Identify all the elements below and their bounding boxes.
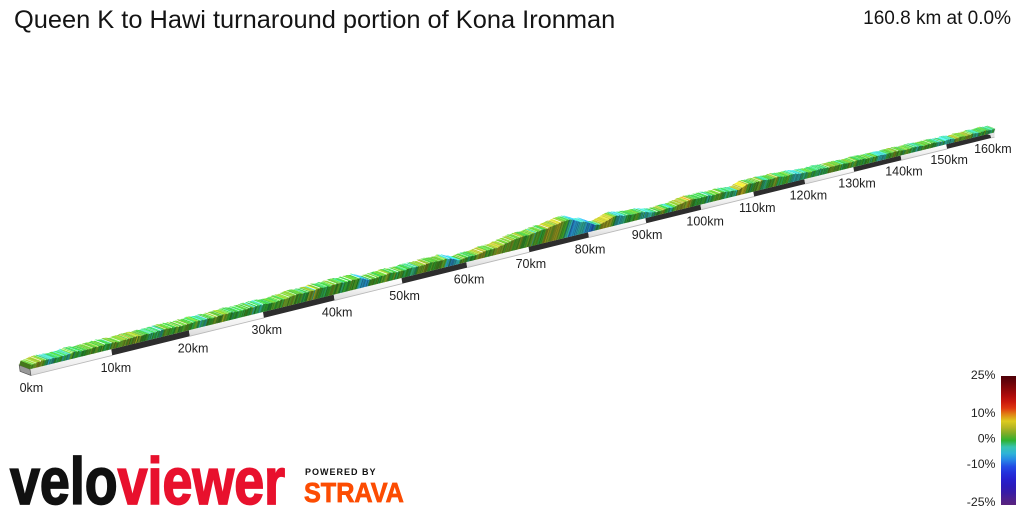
- svg-text:10%: 10%: [971, 406, 996, 420]
- svg-text:-10%: -10%: [967, 457, 996, 471]
- svg-text:110km: 110km: [739, 201, 776, 215]
- svg-text:0km: 0km: [20, 381, 44, 395]
- svg-text:130km: 130km: [838, 176, 876, 190]
- svg-text:60km: 60km: [454, 273, 485, 287]
- svg-text:100km: 100km: [686, 214, 724, 228]
- svg-text:140km: 140km: [885, 165, 923, 179]
- svg-text:40km: 40km: [322, 306, 353, 320]
- svg-text:20km: 20km: [178, 342, 209, 356]
- svg-text:160km: 160km: [974, 142, 1012, 156]
- svg-text:30km: 30km: [252, 323, 283, 337]
- svg-text:-25%: -25%: [967, 495, 996, 509]
- svg-text:150km: 150km: [930, 153, 968, 167]
- svg-text:70km: 70km: [516, 257, 547, 271]
- svg-text:0%: 0%: [978, 431, 996, 445]
- svg-text:10km: 10km: [101, 361, 132, 375]
- svg-text:90km: 90km: [632, 228, 663, 242]
- svg-text:80km: 80km: [575, 242, 606, 256]
- svg-text:50km: 50km: [389, 289, 420, 303]
- svg-text:25%: 25%: [971, 368, 996, 382]
- svg-text:120km: 120km: [790, 189, 828, 203]
